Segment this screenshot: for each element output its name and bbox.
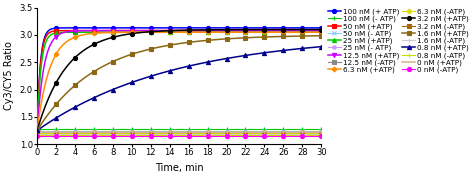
Legend: 100 nM (+ ATP), 100 nM (- ATP), 50 nM (+ATP), 50 nM (- ATP), 25 nM (+ATP), 25 nM: 100 nM (+ ATP), 100 nM (- ATP), 50 nM (+… [328, 8, 469, 73]
Y-axis label: Cy3/CY5 Ratio: Cy3/CY5 Ratio [4, 41, 14, 110]
X-axis label: Time, min: Time, min [155, 163, 203, 173]
